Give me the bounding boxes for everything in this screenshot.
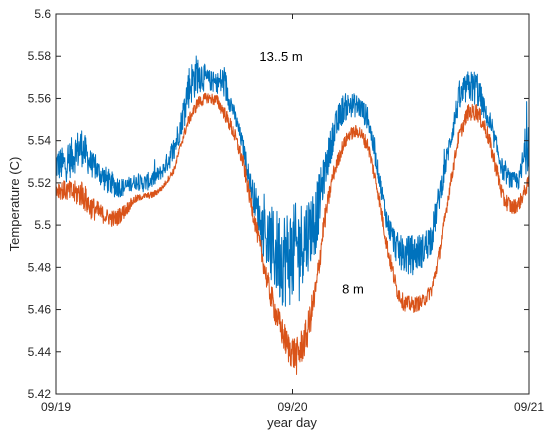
x-tick-label: 09/19 <box>41 400 71 414</box>
y-axis-label: Temperature (C) <box>7 157 22 252</box>
y-tick-label: 5.54 <box>28 134 52 148</box>
x-axis-label: year day <box>267 415 317 430</box>
series-line-1 <box>56 55 529 307</box>
y-tick-label: 5.6 <box>34 7 51 21</box>
x-tick-label: 09/20 <box>277 400 307 414</box>
y-tick-label: 5.44 <box>28 345 52 359</box>
series-layer <box>56 55 529 375</box>
y-tick-label: 5.5 <box>34 218 51 232</box>
y-tick-label: 5.42 <box>28 387 52 401</box>
y-tick-label: 5.52 <box>28 176 52 190</box>
annotation-8m: 8 m <box>342 281 364 296</box>
plot-background <box>56 14 529 394</box>
x-axis: 09/19 09/20 09/21 <box>41 14 544 414</box>
annotation-13-5m: 13..5 m <box>259 49 302 64</box>
y-tick-label: 5.58 <box>28 49 52 63</box>
y-tick-label: 5.56 <box>28 91 52 105</box>
y-axis: 5.42 5.44 5.46 5.48 5.5 5.52 5.54 5.56 5.58 5.6 <box>28 7 529 401</box>
x-tick-label: 09/21 <box>514 400 544 414</box>
y-tick-label: 5.46 <box>28 303 52 317</box>
y-tick-label: 5.48 <box>28 260 52 274</box>
series-line-2 <box>56 92 529 375</box>
